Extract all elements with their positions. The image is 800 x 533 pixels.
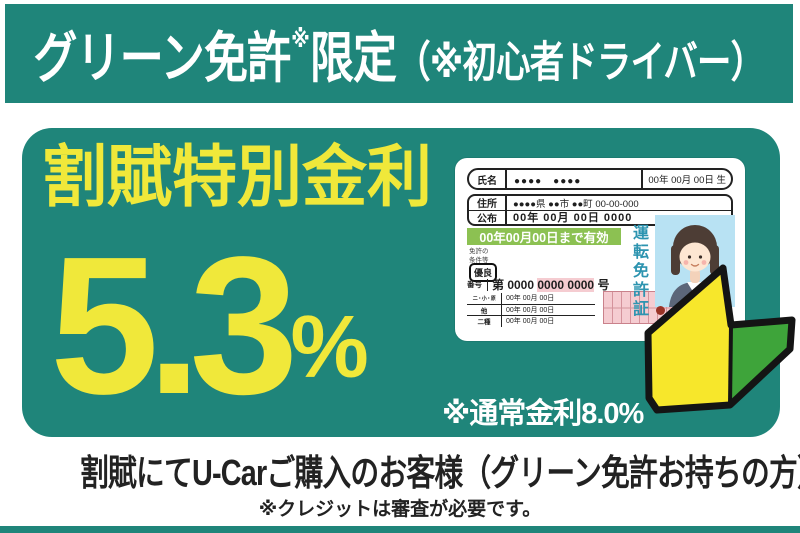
rate-value: 5.3 <box>50 216 298 435</box>
footer-credit-note: ※クレジットは審査が必要です。 <box>258 499 542 520</box>
number-prefix: 第 0000 <box>492 278 538 292</box>
offer-heading: 割賦特別金利 <box>42 140 432 215</box>
divider <box>487 278 488 291</box>
category-date: 00年 00月 00日 <box>506 306 555 314</box>
category-table: 二・小・原 00年 00月 00日 他 00年 00月 00日 二種 00年 0… <box>467 293 595 327</box>
address-label: 住所 <box>477 199 497 211</box>
name-label: 氏名 <box>477 175 497 187</box>
address-value: ●●●●県 ●●市 ●●町 00-00-000 <box>513 198 639 210</box>
bottom-strip <box>0 526 800 533</box>
number-highlight: 0000 0000 <box>537 278 595 292</box>
license-card: 氏名 ●●●● ●●●● 00年 00月 00日 生 住所 ●●●●県 ●●市 … <box>455 158 745 341</box>
number-suffix: 号 <box>594 278 610 292</box>
stamp-dot <box>656 306 665 315</box>
number-label: 番号 <box>467 280 482 289</box>
rate-unit: % <box>290 297 369 396</box>
category-label: 二種 <box>467 316 502 327</box>
normal-rate-note: ※通常金利8.0% <box>442 398 644 430</box>
license-vertical-title: 運転免許証 <box>630 224 647 319</box>
divider <box>505 210 507 224</box>
banner-title-paren: （※初心者ドライバー） <box>396 38 765 87</box>
issue-value: 00年 00月 00日 0000 <box>513 212 633 225</box>
category-row: 二種 00年 00月 00日 <box>467 315 595 327</box>
divider <box>641 170 644 188</box>
conditions-note: 免許の 条件等 <box>469 248 489 264</box>
top-banner: グリーン免許※限定（※初心者ドライバー） <box>5 4 793 103</box>
birth-date: 00年 00月 00日 生 <box>648 175 726 186</box>
issue-label: 公布 <box>477 213 497 225</box>
divider <box>505 170 507 188</box>
category-row: 他 00年 00月 00日 <box>467 303 595 315</box>
rate-display: 5.3 % <box>50 228 369 424</box>
category-date: 00年 00月 00日 <box>506 318 555 326</box>
divider <box>505 196 507 210</box>
footer-target-text: 割賦にてU-Carご購入のお客様（グリーン免許お持ちの方） <box>80 452 800 493</box>
number-value: 第 0000 0000 0000 号 <box>492 276 609 293</box>
grade-badge: 優良 <box>469 263 498 282</box>
banner-title-main: グリーン免許 <box>33 26 292 89</box>
validity-bar: 00年00月00日まで有効 <box>467 228 621 245</box>
license-address-box: 住所 ●●●●県 ●●市 ●●町 00-00-000 公布 00年 00月 00… <box>467 194 733 226</box>
note-superscript: ※ <box>291 25 310 53</box>
license-address-row: 住所 ●●●●県 ●●市 ●●町 00-00-000 <box>469 196 731 210</box>
license-issue-row: 公布 00年 00月 00日 0000 <box>469 209 731 225</box>
banner-title: グリーン免許※限定（※初心者ドライバー） <box>33 22 766 89</box>
category-row: 二・小・原 00年 00月 00日 <box>467 293 595 304</box>
name-dots: ●●●● ●●●● <box>514 175 582 187</box>
license-name-row: 氏名 ●●●● ●●●● 00年 00月 00日 生 <box>467 168 733 190</box>
beginner-mark-icon <box>644 264 796 414</box>
banner-title-main2: 限定 <box>310 26 397 89</box>
category-label: 二・小・原 <box>467 293 502 304</box>
license-number-row: 番号 第 0000 0000 0000 号 <box>467 276 609 293</box>
category-date: 00年 00月 00日 <box>506 295 555 303</box>
category-label: 他 <box>467 304 502 315</box>
